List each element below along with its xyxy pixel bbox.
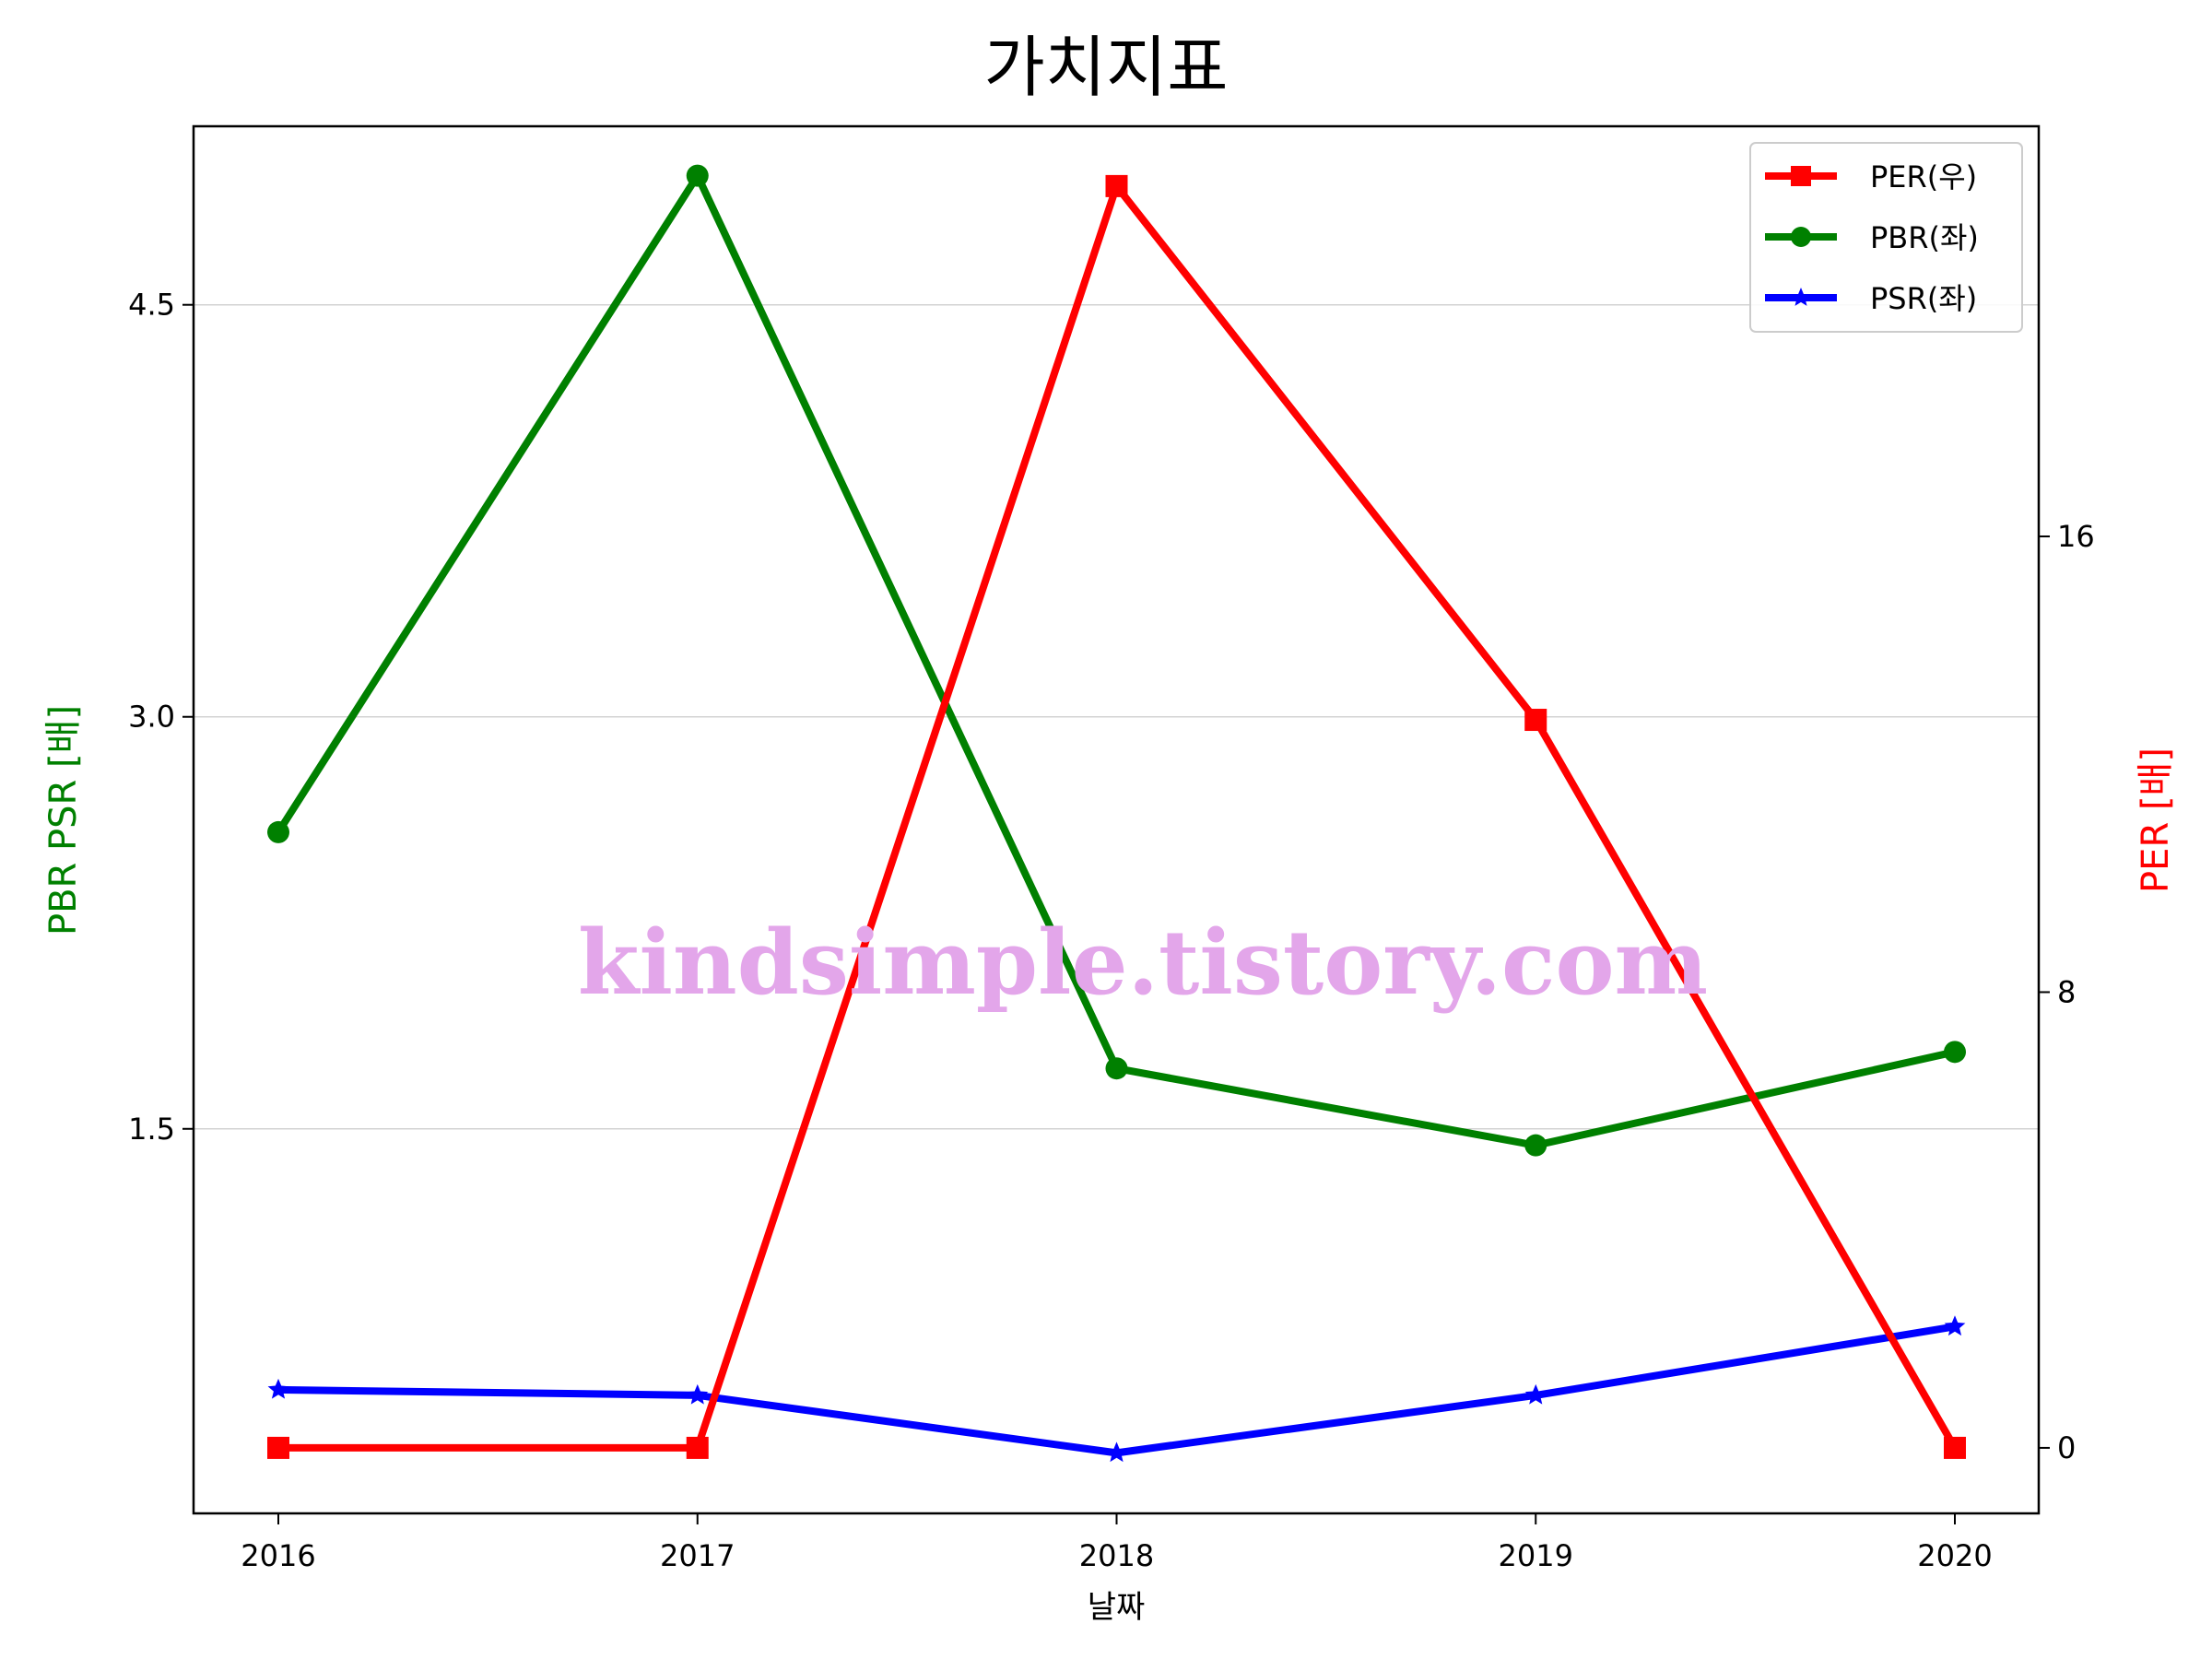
series-PSR(좌) [267,1315,1966,1463]
data-point [686,164,709,187]
y-right-tick-label: 8 [2057,974,2076,1009]
x-axis-label: 날짜 [1088,1589,1146,1626]
data-point [1944,1436,1966,1459]
legend-marker [1791,288,1811,306]
watermark-text: kindsimple.tistory.com [578,911,1708,1015]
legend: PER(우) PBR(좌) PSR(좌) [1749,142,2023,333]
data-point [1524,1383,1547,1405]
legend-label: PBR(좌) [1870,220,1979,255]
data-point [1524,709,1547,732]
x-tick-label: 2020 [1917,1538,1992,1573]
y-axis-left-label: PBR PSR [배] [42,705,85,935]
x-tick-label: 2017 [660,1538,735,1573]
data-point [1105,1057,1128,1080]
data-point [1944,1315,1966,1336]
legend-label: PER(우) [1870,159,1977,194]
data-point [267,1378,289,1399]
y-axis-right-label: PER [배] [2135,747,2177,893]
data-point [686,1436,709,1459]
data-point [267,1436,289,1459]
legend-item: PER(우) [1765,159,1977,194]
y-left-tick-label: 1.5 [128,1112,175,1147]
chart-title: 가치지표 [984,29,1229,106]
data-point [1524,1134,1547,1157]
x-tick-label: 2016 [241,1538,315,1573]
series-layer [267,164,1966,1463]
x-tick-label: 2019 [1499,1538,1573,1573]
data-point [267,820,289,843]
data-point [1944,1041,1966,1064]
data-point [687,1383,709,1405]
y-right-tick-label: 0 [2057,1430,2076,1465]
legend-label: PSR(좌) [1870,281,1977,316]
legend-box [1749,142,2023,333]
y-right-tick-label: 16 [2057,519,2095,554]
y-left-tick-label: 4.5 [128,288,175,323]
series-PER(우) [267,174,1966,1459]
legend-item: PBR(좌) [1765,220,1979,255]
data-point [1106,1441,1127,1463]
data-point [1105,174,1128,197]
y-left-tick-label: 3.0 [128,700,175,735]
grid-layer [194,303,2039,1130]
legend-marker [1791,227,1811,247]
x-tick-label: 2018 [1079,1538,1154,1573]
axes-layer: 2016 2017 2018 2019 2020 1.5 3.0 4.5 0 8 16 [128,124,2095,1573]
series-PBR(좌) [267,164,1966,1157]
legend-item: PSR(좌) [1765,281,1977,316]
legend-marker [1791,166,1811,186]
